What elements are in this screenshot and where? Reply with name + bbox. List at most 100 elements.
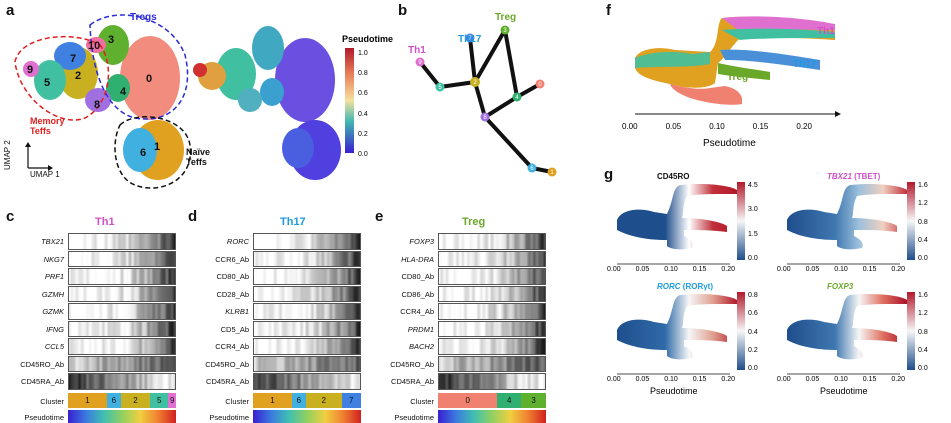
stream-pink [670, 84, 742, 105]
stream-th1 [722, 16, 835, 30]
heatmap-e-gene-label: CD86_Ab [401, 289, 434, 299]
node-2 [470, 77, 480, 87]
g-plot-title: TBX21 (TBET) [827, 172, 881, 181]
cluster-label-7: 7 [70, 53, 76, 65]
heatmap-d-row [253, 338, 361, 355]
naive-teffs-label: Naïve Teffs [186, 147, 211, 167]
heatmap-d-cluster-segment: 1 [253, 392, 292, 408]
umap-clusters [23, 25, 184, 180]
heatmap-e-row [438, 373, 546, 390]
colorbar-ticks: 1.0 0.8 0.6 0.4 0.2 0.0 [358, 50, 368, 159]
heatmap-e-row [438, 303, 546, 320]
umap-axes [27, 145, 50, 169]
heatmap-c-gene-label: IFNG [46, 324, 64, 334]
g-plot-title: RORC (RORγt) [657, 282, 714, 291]
heatmap-e-gene-label: PRDM1 [407, 324, 434, 334]
g-xticks: 0.00 0.05 0.10 0.15 0.20 [777, 266, 905, 273]
svg-text:1: 1 [550, 170, 554, 176]
stream-th17 [720, 49, 820, 70]
svg-text:6: 6 [530, 166, 534, 172]
heatmap-e-row [438, 268, 546, 285]
g-colorbar-ticks: 0.8 0.6 0.4 0.2 0.0 [748, 292, 758, 372]
panel-label-a: a [6, 2, 15, 19]
svg-text:9: 9 [418, 60, 422, 66]
panel-label-f: f [606, 2, 611, 19]
cluster-label-9: 9 [27, 64, 33, 76]
heatmap-c-cluster-segment: 6 [106, 392, 121, 408]
node-3 [500, 25, 510, 35]
node-9 [415, 57, 425, 67]
heatmap-c-row [68, 285, 176, 302]
heatmap-d-gene-label: CD5_Ab [220, 324, 249, 334]
g-plot-title: CD45RO [657, 172, 690, 181]
svg-text:5: 5 [438, 85, 442, 91]
g-xlabel: Pseudotime [820, 386, 868, 396]
umap-axis-y: UMAP 2 [3, 140, 12, 170]
svg-text:3: 3 [503, 28, 507, 34]
heatmap-c-cluster-segment: 2 [120, 392, 151, 408]
node-8 [480, 112, 490, 122]
g-colorbar-ticks: 4.5 3.0 1.5 0.0 [748, 182, 758, 262]
heatmap-e-row [438, 250, 546, 267]
panel-b-trajectory: 9 5 2 7 8 3 4 0 6 1 [415, 25, 557, 177]
heatmap-d-row [253, 268, 361, 285]
cluster-label-8: 8 [94, 99, 100, 111]
heatmap-e-row [438, 285, 546, 302]
heatmap-c-title: Th1 [95, 216, 115, 228]
heatmap-c-gene-label: GZMH [41, 289, 64, 299]
heatmap-d-gene-label: CCR4_Ab [215, 342, 249, 351]
node-1 [547, 167, 557, 177]
heatmap-c-pseudotime-bar [68, 409, 176, 423]
heatmap-e-cluster-segment: 4 [497, 392, 522, 408]
f-label-treg: Treg [727, 72, 749, 83]
heatmap-c-gene-label: CD45RA_Ab [21, 377, 64, 386]
heatmap-d-gene-label: KLRB1 [225, 307, 249, 316]
memory-teffs-outline [14, 35, 110, 121]
g-stream-plot [787, 292, 915, 375]
cluster-7-blob [54, 42, 86, 70]
panel-label-d: d [188, 208, 198, 225]
heatmap-e-gene-label: HLA-DRA [401, 254, 434, 264]
heatmap-e-gene-label: CD45RA_Ab [391, 377, 434, 386]
heatmap-c-cluster-label: Cluster [40, 396, 64, 406]
g-colorbar-ticks: 1.6 1.2 0.8 0.4 0.0 [918, 292, 928, 372]
heatmap-c-gene-label: NKG7 [43, 254, 64, 264]
naive-teffs-outline [114, 116, 192, 189]
heatmap-e-cluster-segment: 3 [521, 392, 546, 408]
cluster-5-blob [34, 60, 66, 100]
heatmap-d-gene-label: RORC [226, 237, 249, 246]
heatmap-e-gene-label: CCR4_Ab [400, 307, 434, 316]
heatmap-d-cluster-label: Cluster [225, 396, 249, 406]
heatmap-d-cluster-segment: 2 [305, 392, 342, 408]
heatmap-d-row [253, 355, 361, 372]
node-5 [435, 82, 445, 92]
heatmap-e-pseudotime-bar [438, 409, 546, 423]
g-stream-plot [617, 182, 745, 265]
heatmap-c-row [68, 250, 176, 267]
heatmap-d-row [253, 233, 361, 250]
svg-text:4: 4 [515, 95, 519, 101]
g-stream-plot [617, 292, 745, 375]
node-4 [512, 92, 522, 102]
umap-axis-x: UMAP 1 [30, 170, 60, 179]
panel-f-stream [635, 16, 841, 117]
colorbar-title: Pseudotime [342, 34, 394, 44]
heatmap-c-pseudotime-label: Pseudotime [24, 412, 64, 422]
svg-text:2: 2 [473, 80, 477, 86]
heatmap-d-row [253, 285, 361, 302]
g-xticks: 0.00 0.05 0.10 0.15 0.20 [607, 266, 735, 273]
heatmap-e-gene-label: FOXP3 [409, 237, 434, 246]
pseudotime-umap [193, 26, 341, 180]
heatmap-d-gene-label: CCR6_Ab [215, 254, 249, 264]
node-6 [527, 163, 537, 173]
panel-label-c: c [6, 208, 15, 225]
heatmap-e-row [438, 320, 546, 337]
cluster-label-5: 5 [44, 77, 50, 89]
g-stream-plot [787, 182, 915, 265]
heatmap-e-title: Treg [462, 216, 486, 228]
heatmap-e-gene-label: CD45RO_Ab [390, 359, 434, 369]
heatmap-c-gene-label: GZMK [42, 307, 64, 316]
heatmap-c-row [68, 268, 176, 285]
pseudotime-colorbar [345, 48, 354, 153]
heatmap-e-pseudotime-label: Pseudotime [394, 412, 434, 422]
